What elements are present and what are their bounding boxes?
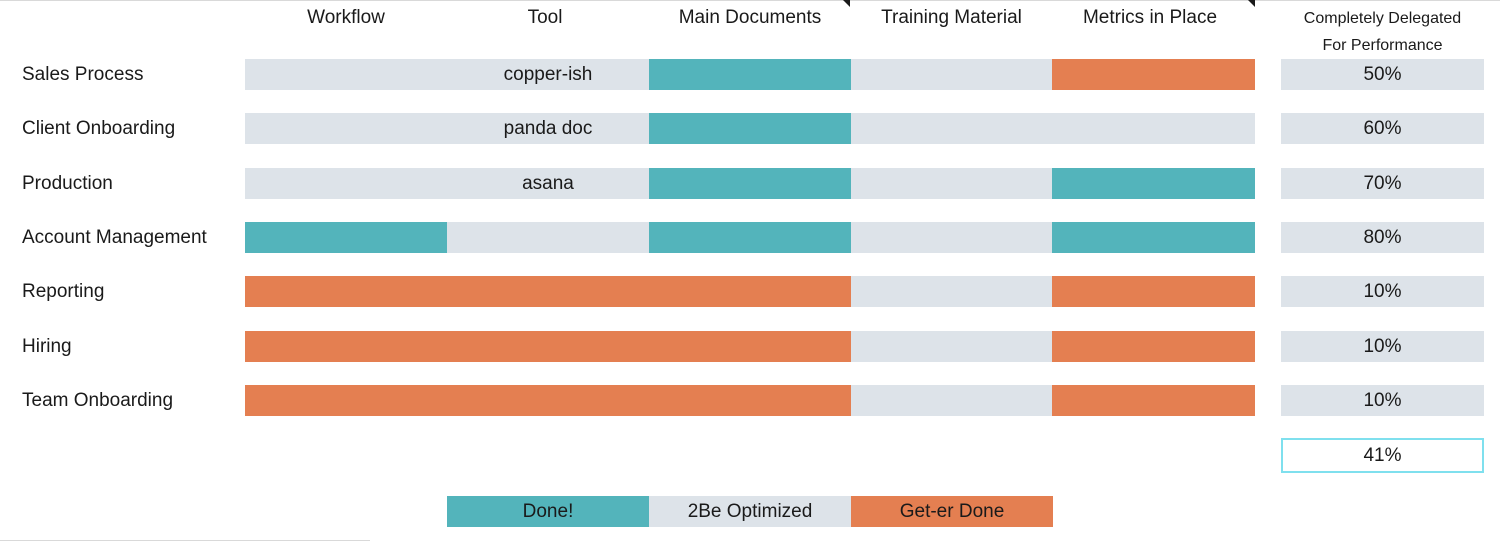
delegated-percent-cell[interactable]: 80%: [1281, 222, 1484, 253]
header-workflow: Workflow: [307, 7, 385, 28]
cell-tool[interactable]: [447, 385, 649, 416]
comment-indicator-icon[interactable]: [843, 0, 850, 7]
delegated-percent-cell[interactable]: 60%: [1281, 113, 1484, 144]
comment-indicator-icon[interactable]: [1248, 0, 1255, 7]
cell-metrics-in-place[interactable]: [1052, 113, 1255, 144]
cell-training-material[interactable]: [851, 168, 1052, 199]
cell-training-material[interactable]: [851, 385, 1052, 416]
cell-training-material[interactable]: [851, 331, 1052, 362]
cell-workflow[interactable]: [245, 168, 447, 199]
cell-tool[interactable]: [447, 113, 649, 144]
cell-main-documents[interactable]: [649, 113, 851, 144]
cell-metrics-in-place[interactable]: [1052, 59, 1255, 90]
row-label: Sales Process: [22, 64, 144, 85]
total-percent-cell[interactable]: 41%: [1281, 438, 1484, 473]
tool-name: panda doc: [503, 118, 593, 139]
delegated-percent-cell[interactable]: 10%: [1281, 276, 1484, 307]
row-label: Team Onboarding: [22, 390, 174, 411]
cell-workflow[interactable]: [245, 276, 447, 307]
legend-done: Done!: [447, 496, 649, 527]
cell-metrics-in-place[interactable]: [1052, 168, 1255, 199]
cell-metrics-in-place[interactable]: [1052, 385, 1255, 416]
row-label: Client Onboarding: [22, 118, 176, 139]
cell-workflow[interactable]: [245, 59, 447, 90]
header-delegated-line2: For Performance: [1322, 37, 1443, 54]
cell-workflow[interactable]: [245, 113, 447, 144]
cell-main-documents[interactable]: [649, 385, 851, 416]
cell-main-documents[interactable]: [649, 59, 851, 90]
top-border: [0, 0, 1500, 1]
cell-tool[interactable]: [447, 59, 649, 90]
header-delegated-line1: Completely Delegated: [1303, 10, 1462, 27]
cell-main-documents[interactable]: [649, 331, 851, 362]
header-metrics-in-place: Metrics in Place: [1082, 7, 1218, 28]
cell-metrics-in-place[interactable]: [1052, 276, 1255, 307]
delegated-percent-cell[interactable]: 10%: [1281, 385, 1484, 416]
cell-tool[interactable]: [447, 276, 649, 307]
header-main-documents: Main Documents: [678, 7, 822, 28]
header-tool: Tool: [527, 7, 563, 28]
cell-workflow[interactable]: [245, 331, 447, 362]
header-completely-delegated: Completely Delegated For Performance: [1281, 5, 1484, 59]
cell-training-material[interactable]: [851, 222, 1052, 253]
cell-training-material[interactable]: [851, 276, 1052, 307]
cell-metrics-in-place[interactable]: [1052, 222, 1255, 253]
cell-metrics-in-place[interactable]: [1052, 331, 1255, 362]
tool-name: copper-ish: [503, 64, 593, 85]
delegated-percent-cell[interactable]: 50%: [1281, 59, 1484, 90]
bottom-border: [0, 540, 370, 541]
cell-training-material[interactable]: [851, 113, 1052, 144]
delegated-percent-cell[interactable]: 10%: [1281, 331, 1484, 362]
row-label: Hiring: [22, 336, 72, 357]
cell-main-documents[interactable]: [649, 168, 851, 199]
row-label: Account Management: [22, 227, 207, 248]
row-label: Production: [22, 173, 113, 194]
row-label: Reporting: [22, 281, 105, 302]
legend-get-er-done: Get-er Done: [851, 496, 1053, 527]
cell-tool[interactable]: [447, 222, 649, 253]
delegated-percent-cell[interactable]: 70%: [1281, 168, 1484, 199]
header-training-material: Training Material: [881, 7, 1022, 28]
cell-tool[interactable]: [447, 168, 649, 199]
cell-workflow[interactable]: [245, 222, 447, 253]
cell-training-material[interactable]: [851, 59, 1052, 90]
legend-optimize: 2Be Optimized: [649, 496, 851, 527]
cell-main-documents[interactable]: [649, 276, 851, 307]
cell-workflow[interactable]: [245, 385, 447, 416]
tool-name: asana: [522, 173, 574, 194]
cell-tool[interactable]: [447, 331, 649, 362]
cell-main-documents[interactable]: [649, 222, 851, 253]
